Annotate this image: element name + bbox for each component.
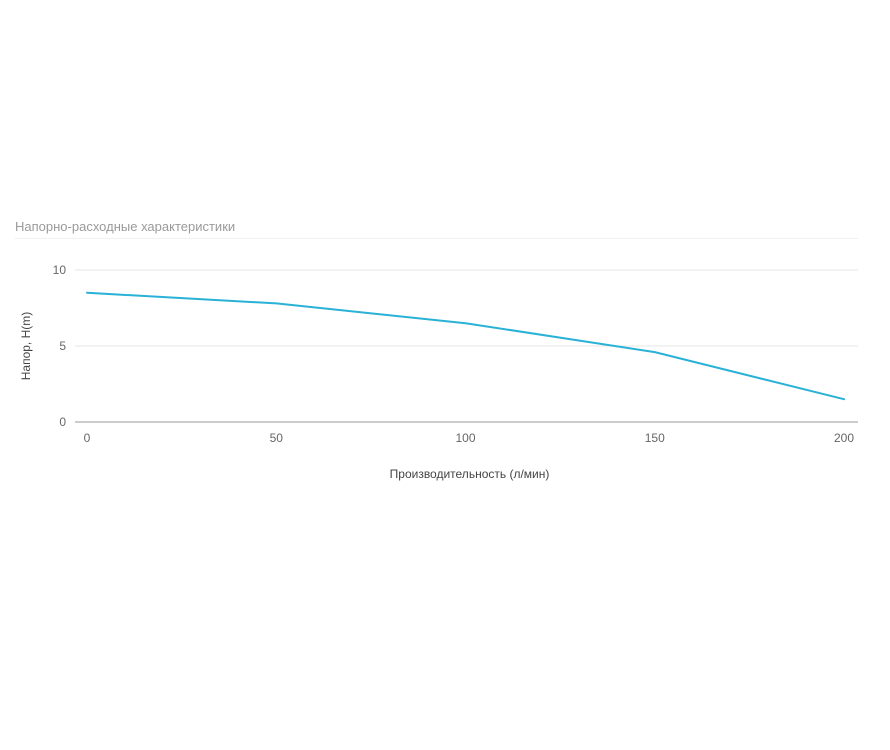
x-tick-label: 100 [455, 431, 475, 445]
x-tick-label: 150 [645, 431, 665, 445]
y-tick-labels: 0 5 10 [53, 263, 67, 429]
series-line-0 [86, 291, 845, 401]
title-divider [15, 238, 858, 239]
x-tick-label: 200 [834, 431, 854, 445]
x-tick-label: 0 [84, 431, 91, 445]
y-tick-label: 10 [53, 263, 67, 277]
y-tick-label: 5 [59, 339, 66, 353]
grid-lines [75, 269, 858, 347]
chart-title: Напорно-расходные характеристики [15, 219, 236, 234]
y-tick-label: 0 [59, 415, 66, 429]
series-layer [86, 291, 845, 401]
x-tick-labels: 0 50 100 150 200 [84, 431, 855, 445]
y-axis-title: Напор, H(m) [19, 312, 33, 381]
x-axis-title: Производительность (л/мин) [390, 467, 550, 481]
x-tick-label: 50 [270, 431, 284, 445]
